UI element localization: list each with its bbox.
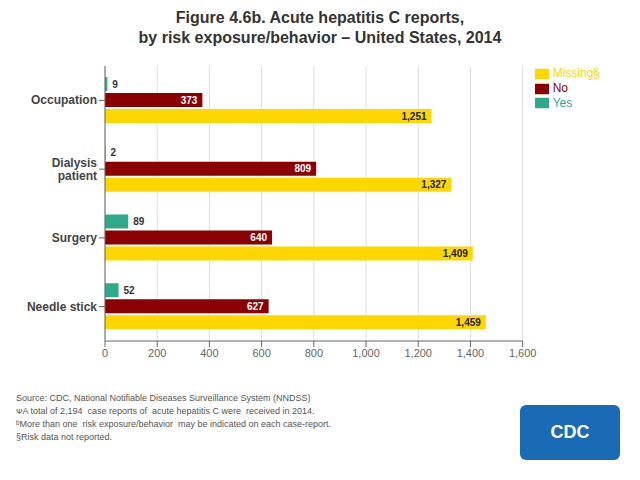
svg-text:400: 400 — [200, 347, 218, 359]
svg-text:1,000: 1,000 — [352, 347, 380, 359]
svg-text:Occupation: Occupation — [31, 93, 97, 107]
svg-text:800: 800 — [305, 347, 323, 359]
svg-text:809: 809 — [294, 163, 311, 174]
html-text:§Risk data not reported.: §Risk data not reported. — [16, 432, 113, 442]
svg-text:1,400: 1,400 — [457, 347, 485, 359]
svg-text:373: 373 — [181, 95, 198, 106]
svg-text:1,200: 1,200 — [404, 347, 432, 359]
svg-text:1,459: 1,459 — [456, 317, 481, 328]
html-text:Missing§: Missing§ — [552, 66, 600, 80]
html-text:CDC: CDC — [550, 422, 590, 442]
html-text:ᵇMore than one risk exposure/b: ᵇMore than one risk exposure/behavior ma… — [16, 419, 332, 429]
svg-text:600: 600 — [252, 347, 270, 359]
svg-text:52: 52 — [124, 285, 136, 296]
html-text:Figure 4.6b. Acute hepatitis C: Figure 4.6b. Acute hepatitis C reports, … — [138, 9, 502, 46]
svg-text:1,409: 1,409 — [443, 248, 468, 259]
svg-text:640: 640 — [250, 232, 267, 243]
svg-text:89: 89 — [133, 216, 145, 227]
svg-text:Surgery: Surgery — [52, 231, 98, 245]
svg-text:1,251: 1,251 — [402, 111, 427, 122]
svg-text:2: 2 — [111, 147, 117, 158]
svg-text:627: 627 — [247, 301, 264, 312]
html-text:Source: CDC, National Notifiab: Source: CDC, National Notifiable Disease… — [16, 393, 311, 403]
svg-text:0: 0 — [102, 347, 108, 359]
svg-text:9: 9 — [112, 79, 118, 90]
html-text:Yes: Yes — [552, 95, 573, 110]
svg-text:Needle stick: Needle stick — [27, 300, 97, 314]
svg-text:200: 200 — [148, 347, 166, 359]
svg-text:1,327: 1,327 — [421, 179, 446, 190]
html-text:ᴪA total of 2,194 case reports: ᴪA total of 2,194 case reports of acute … — [16, 406, 315, 416]
html-text:No: No — [552, 80, 568, 95]
svg-text:1,600: 1,600 — [509, 347, 537, 359]
svg-text:Dialysispatient: Dialysispatient — [52, 156, 98, 183]
